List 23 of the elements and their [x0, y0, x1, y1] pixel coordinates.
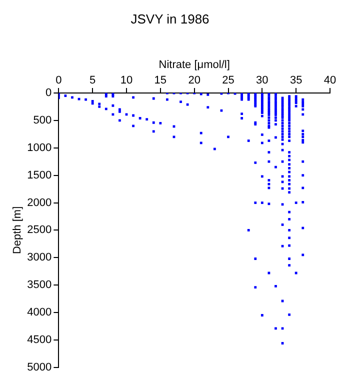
x-tick-label: 40 [324, 74, 336, 86]
y-tick-label: 1000 [27, 142, 52, 154]
x-axis-title: Nitrate [μmol/l] [158, 59, 230, 72]
y-tick-label: 2000 [27, 196, 52, 209]
y-axis-title: Depth [m] [12, 206, 24, 254]
chart-title: JSVY in 1986 [130, 11, 210, 26]
x-tick-label: 10 [120, 74, 133, 86]
y-tick-label: 5000 [27, 361, 52, 374]
y-tick-label: 3000 [27, 252, 52, 264]
y-tick-label: 4000 [27, 306, 52, 319]
y-tick-label: 4500 [27, 334, 52, 346]
x-tick-label: 20 [188, 74, 200, 86]
x-tick-label: 15 [154, 74, 167, 86]
y-tick-label: 500 [33, 114, 52, 126]
x-tick-label: 5 [90, 74, 96, 86]
y-tick-label: 0 [46, 87, 52, 100]
x-tick-label: 35 [290, 74, 302, 86]
y-tick-label: 3500 [27, 279, 52, 292]
y-tick-label: 1500 [27, 169, 52, 182]
x-tick-label: 0 [56, 74, 62, 86]
x-tick-label: 25 [222, 74, 234, 86]
y-tick-label: 2500 [27, 224, 52, 236]
x-tick-label: 30 [256, 74, 268, 86]
